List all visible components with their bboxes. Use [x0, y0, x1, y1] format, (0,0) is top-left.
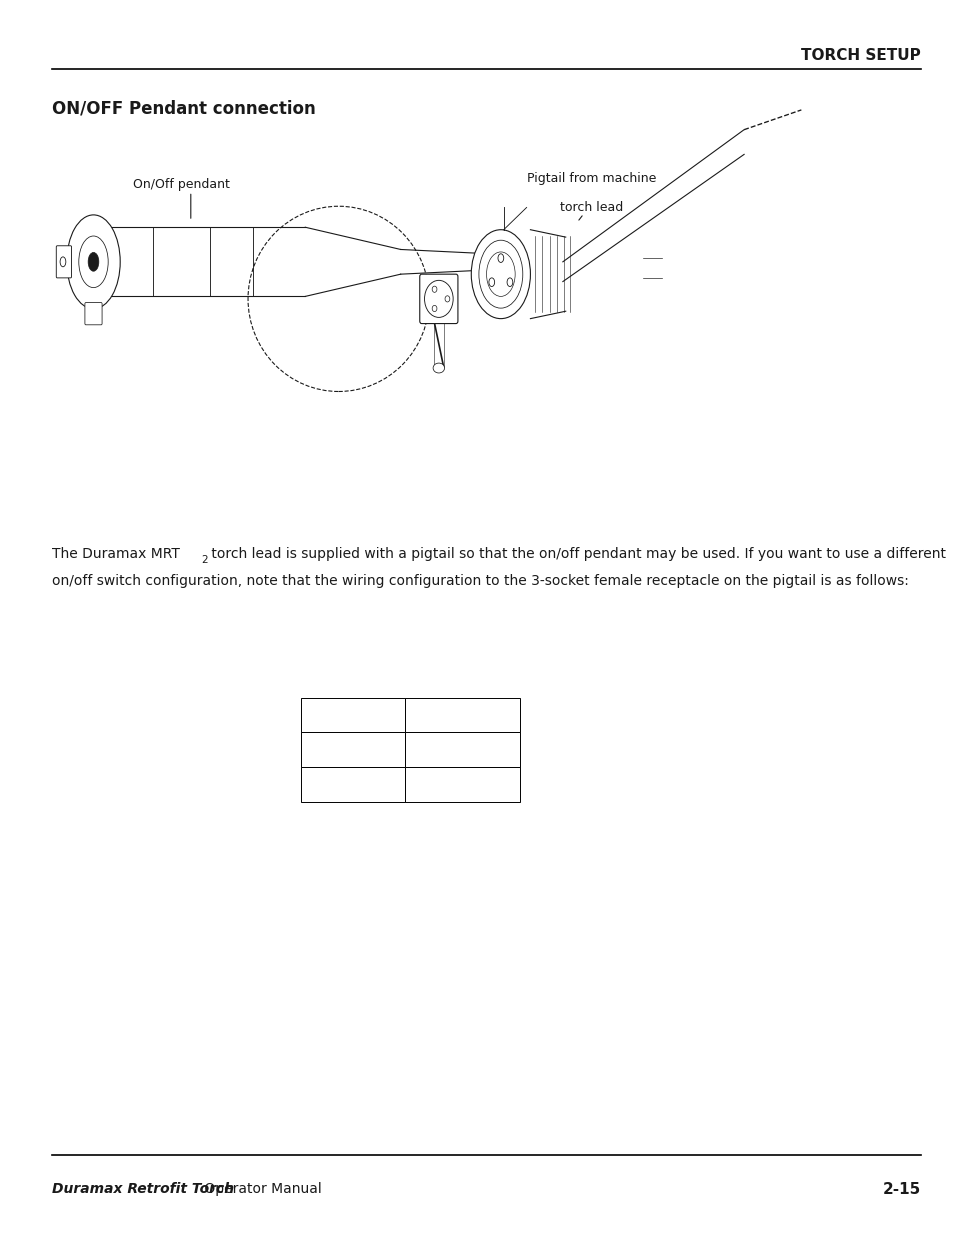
Bar — [300, 767, 405, 802]
Text: Duramax Retrofit Torch: Duramax Retrofit Torch — [52, 1182, 234, 1195]
Text: Socket A: Socket A — [308, 709, 366, 721]
FancyBboxPatch shape — [56, 246, 71, 278]
Ellipse shape — [67, 215, 120, 309]
Text: 2: 2 — [201, 555, 208, 564]
Text: Pigtail from machine: Pigtail from machine — [526, 172, 656, 185]
Text: 2-15: 2-15 — [882, 1182, 920, 1197]
Ellipse shape — [471, 230, 530, 319]
Bar — [300, 698, 405, 732]
Text: TORCH SETUP: TORCH SETUP — [800, 48, 920, 63]
Ellipse shape — [507, 278, 513, 287]
FancyBboxPatch shape — [419, 274, 457, 324]
Ellipse shape — [424, 280, 453, 317]
Ellipse shape — [88, 252, 99, 272]
Text: Socket C: Socket C — [308, 778, 366, 790]
Text: torch lead: torch lead — [559, 200, 622, 214]
Text: Operator Manual: Operator Manual — [200, 1182, 322, 1195]
Ellipse shape — [79, 236, 108, 288]
Text: ON/OFF Pendant connection: ON/OFF Pendant connection — [52, 99, 315, 117]
Bar — [405, 767, 519, 802]
Ellipse shape — [486, 252, 515, 296]
Text: On/Off pendant: On/Off pendant — [132, 178, 230, 191]
Ellipse shape — [478, 240, 522, 308]
Ellipse shape — [488, 278, 494, 287]
Ellipse shape — [433, 363, 444, 373]
Text: Not Used: Not Used — [413, 743, 474, 756]
Text: White Wire: White Wire — [413, 709, 486, 721]
Text: torch lead is supplied with a pigtail so that the on/off pendant may be used. If: torch lead is supplied with a pigtail so… — [207, 547, 945, 561]
Ellipse shape — [444, 296, 450, 303]
Bar — [405, 698, 519, 732]
Ellipse shape — [60, 257, 66, 267]
Ellipse shape — [432, 305, 436, 311]
Bar — [405, 732, 519, 767]
Text: Black Wire: Black Wire — [413, 778, 483, 790]
Bar — [300, 732, 405, 767]
Text: The Duramax MRT: The Duramax MRT — [52, 547, 180, 561]
Ellipse shape — [497, 254, 503, 263]
Text: on/off switch configuration, note that the wiring configuration to the 3-socket : on/off switch configuration, note that t… — [52, 574, 908, 588]
FancyBboxPatch shape — [85, 303, 102, 325]
Text: Socket B: Socket B — [308, 743, 366, 756]
Ellipse shape — [432, 287, 436, 293]
